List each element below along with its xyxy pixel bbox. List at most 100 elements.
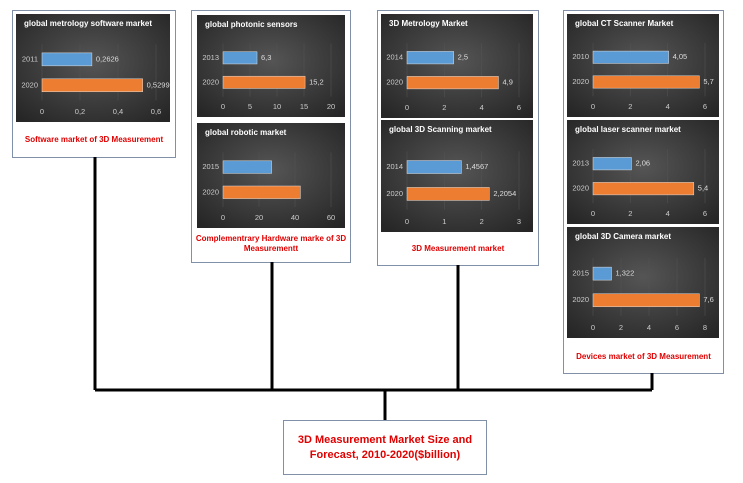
group-label: Devices market of 3D Measurement (576, 352, 711, 361)
x-tick-label: 3 (517, 217, 521, 226)
chart: global metrology software market 0 0,2 0,4 0… (16, 14, 170, 122)
group-label: Software market of 3D Measurement (24, 135, 164, 144)
chart-background (16, 14, 170, 122)
value-label: 5,7 (703, 77, 713, 86)
x-tick-label: 6 (517, 103, 521, 112)
chart-title: global CT Scanner Market (575, 19, 674, 28)
bar (406, 187, 490, 201)
chart: global robotic market 0 20 40 60 2015 2020 (197, 123, 345, 228)
group-label: 3D Measurement market (411, 244, 505, 253)
value-label: 2,5 (458, 53, 468, 62)
charts: global metrology software market 0 0,2 0,4 0… (16, 14, 719, 338)
bar (592, 182, 695, 196)
y-tick-label: 2020 (572, 184, 589, 193)
y-tick-label: 2020 (572, 295, 589, 304)
bar (592, 157, 632, 171)
x-tick-label: 4 (666, 209, 670, 218)
chart-title: global 3D Camera market (575, 232, 671, 241)
y-tick-label: 2020 (386, 78, 403, 87)
bar (592, 75, 700, 89)
value-label: 4,9 (502, 78, 512, 87)
chart-background (567, 227, 719, 338)
y-tick-label: 2015 (202, 162, 219, 171)
x-tick-label: 10 (273, 102, 281, 111)
chart-title: 3D Metrology Market (389, 19, 468, 28)
x-tick-label: 2 (619, 323, 623, 332)
y-tick-label: 2020 (202, 187, 219, 196)
x-tick-label: 1 (442, 217, 446, 226)
bar (222, 75, 306, 89)
y-tick-label: 2014 (386, 53, 403, 62)
value-label: 5,4 (698, 184, 708, 193)
bar (222, 160, 272, 174)
chart: global CT Scanner Market 0 2 4 6 2010 4,05 2020… (567, 14, 719, 117)
x-tick-label: 20 (255, 213, 263, 222)
bar (592, 50, 669, 64)
chart-title: global 3D Scanning market (389, 125, 492, 134)
bar (406, 160, 462, 174)
value-label: 0,5299 (147, 80, 170, 89)
x-tick-label: 6 (703, 102, 707, 111)
chart-background (381, 14, 533, 118)
x-tick-label: 5 (248, 102, 252, 111)
y-tick-label: 2020 (21, 80, 38, 89)
connector (93, 157, 654, 420)
y-tick-label: 2020 (202, 77, 219, 86)
x-tick-label: 0 (221, 213, 225, 222)
chart: 3D Metrology Market 0 2 4 6 2014 2,5 2020 4,9 (381, 14, 533, 118)
chart-background (567, 14, 719, 117)
root-box: 3D Measurement Market Size and Forecast,… (283, 420, 487, 475)
y-tick-label: 2013 (572, 159, 589, 168)
x-tick-label: 0 (405, 103, 409, 112)
x-tick-label: 0 (405, 217, 409, 226)
y-tick-label: 2020 (386, 189, 403, 198)
chart-title: global robotic market (205, 128, 287, 137)
value-label: 4,05 (673, 52, 688, 61)
chart-title: global photonic sensors (205, 20, 298, 29)
chart-title: global metrology software market (24, 19, 152, 28)
value-label: 0,2626 (96, 54, 119, 63)
y-tick-label: 2020 (572, 77, 589, 86)
x-tick-label: 60 (327, 213, 335, 222)
x-tick-label: 0,4 (113, 107, 123, 116)
x-tick-label: 0 (591, 209, 595, 218)
connectors (93, 157, 654, 420)
bar (41, 52, 93, 67)
group-label: Complementrary Hardware marke of 3D Meas… (195, 234, 347, 253)
bar (406, 51, 454, 65)
x-tick-label: 4 (480, 103, 484, 112)
root-label: 3D Measurement Market Size and Forecast,… (297, 433, 473, 461)
chart-background (197, 123, 345, 228)
bar (222, 185, 301, 199)
x-tick-label: 2 (628, 209, 632, 218)
chart: global 3D Scanning market 0 1 2 3 2014 1,4567 2… (381, 120, 533, 232)
x-tick-label: 6 (703, 209, 707, 218)
chart-background (197, 15, 345, 117)
y-tick-label: 2011 (22, 54, 38, 63)
y-tick-label: 2010 (572, 52, 589, 61)
value-label: 2,06 (635, 159, 650, 168)
chart-background (381, 120, 533, 232)
x-tick-label: 15 (300, 102, 308, 111)
bar (222, 51, 258, 65)
chart: global 3D Camera market 0 2 4 6 8 2015 1,322 202… (567, 227, 719, 338)
x-tick-label: 0 (221, 102, 225, 111)
x-tick-label: 0 (40, 107, 44, 116)
chart: global photonic sensors 0 5 10 15 20 2013 6,3 20… (197, 15, 345, 117)
y-tick-label: 2015 (572, 269, 589, 278)
value-label: 1,322 (616, 269, 635, 278)
x-tick-label: 2 (442, 103, 446, 112)
x-tick-label: 40 (291, 213, 299, 222)
chart: global laser scanner market 0 2 4 6 2013 2,06 2… (567, 120, 719, 224)
value-label: 7,6 (703, 295, 713, 304)
x-tick-label: 6 (675, 323, 679, 332)
value-label: 2,2054 (493, 189, 516, 198)
x-tick-label: 0,2 (75, 107, 85, 116)
bar (406, 76, 499, 90)
x-tick-label: 2 (628, 102, 632, 111)
chart-background (567, 120, 719, 224)
x-tick-label: 8 (703, 323, 707, 332)
bar (41, 78, 143, 93)
